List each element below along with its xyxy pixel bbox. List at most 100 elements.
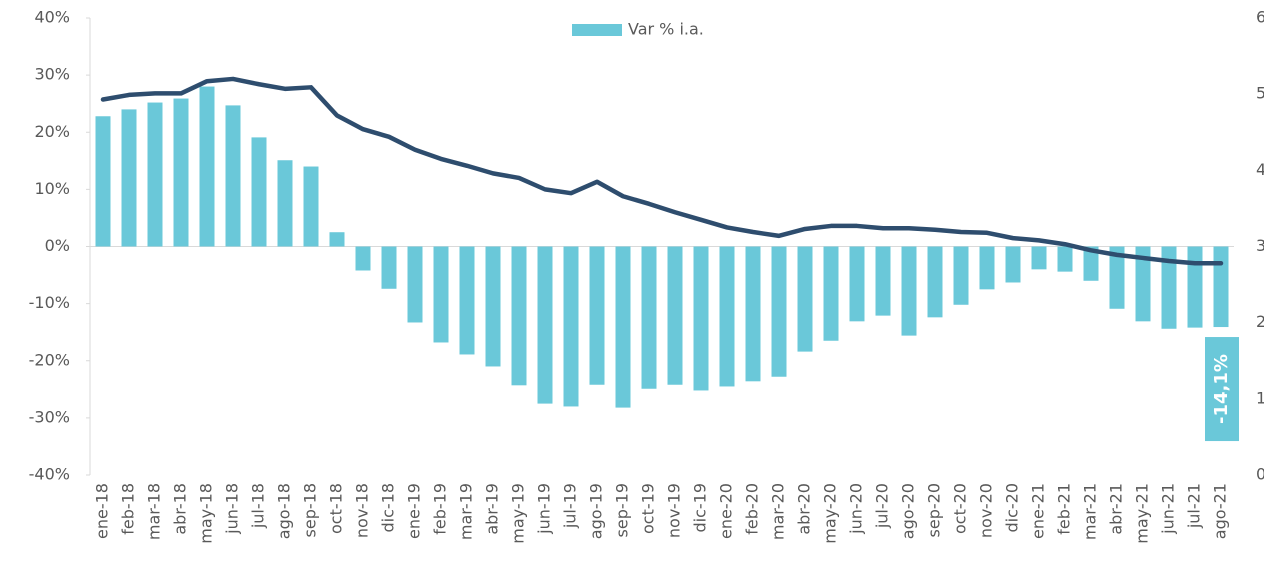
x-tick-label: jun-20 [847, 483, 866, 535]
bar [147, 102, 163, 247]
y2-tick-label: 3 [1256, 236, 1264, 255]
bar [927, 246, 943, 318]
x-tick-label: sep-18 [301, 483, 320, 537]
y-tick-label: 0% [45, 236, 70, 255]
bar [849, 246, 865, 322]
x-tick-label: abr-21 [1107, 483, 1126, 535]
x-tick-label: abr-18 [171, 483, 190, 535]
y2-tick-label: 6 [1256, 8, 1264, 27]
bar [693, 246, 709, 391]
x-tick-label: ene-20 [717, 483, 736, 539]
x-tick-label: dic-18 [379, 483, 398, 533]
bar [407, 246, 423, 323]
x-tick-label: jun-18 [223, 483, 242, 535]
x-tick-label: dic-19 [691, 483, 710, 533]
x-tick-label: abr-20 [795, 483, 814, 535]
bar [979, 246, 995, 290]
legend-label: Var % i.a. [628, 20, 704, 39]
y-tick-label: -30% [29, 407, 70, 426]
bar [381, 246, 397, 289]
x-tick-label: may-19 [509, 483, 528, 544]
bar [1005, 246, 1021, 283]
bar [901, 246, 917, 336]
x-tick-label: feb-20 [743, 483, 762, 535]
bar [303, 166, 319, 247]
bar [121, 109, 137, 247]
x-tick-label: dic-20 [1003, 483, 1022, 533]
bar [225, 105, 241, 247]
bar [329, 232, 345, 247]
bar [95, 116, 111, 247]
x-tick-label: ago-21 [1211, 483, 1230, 539]
bar [459, 246, 475, 355]
bar [173, 98, 189, 247]
bar [1057, 246, 1073, 272]
bar [251, 137, 267, 247]
bar [953, 246, 969, 305]
y-tick-label: 10% [34, 179, 70, 198]
y-tick-label: 20% [34, 122, 70, 141]
bar [615, 246, 631, 408]
y-tick-label: 40% [34, 8, 70, 27]
bar [433, 246, 449, 343]
y2-tick-label: 5 [1256, 84, 1264, 103]
y2-tick-label: 1 [1256, 388, 1264, 407]
x-tick-label: ago-20 [899, 483, 918, 539]
bar [277, 160, 293, 247]
bar [1083, 246, 1099, 281]
bar [771, 246, 787, 377]
legend-swatch [572, 24, 622, 36]
y-tick-label: -40% [29, 465, 70, 484]
value-label-box [1205, 337, 1239, 442]
y2-tick-label: 2 [1256, 312, 1264, 331]
x-tick-label: sep-20 [925, 483, 944, 537]
bar [485, 246, 501, 367]
y-tick-label: -10% [29, 293, 70, 312]
x-tick-label: jun-19 [535, 483, 554, 535]
x-tick-label: mar-19 [457, 483, 476, 540]
x-tick-label: jun-21 [1159, 483, 1178, 535]
bar [199, 86, 215, 247]
bar [1213, 246, 1229, 328]
bar [1161, 246, 1177, 329]
x-tick-label: abr-19 [483, 483, 502, 535]
bar [797, 246, 813, 352]
x-tick-label: jul-19 [561, 483, 580, 529]
x-tick-label: ene-21 [1029, 483, 1048, 539]
y2-tick-label: 0 [1256, 465, 1264, 484]
bar [1187, 246, 1203, 328]
x-tick-label: mar-21 [1081, 483, 1100, 540]
x-tick-label: jul-18 [249, 483, 268, 529]
bar [589, 246, 605, 385]
x-tick-label: nov-19 [665, 483, 684, 538]
bar [667, 246, 683, 385]
x-tick-label: mar-18 [145, 483, 164, 540]
bar [745, 246, 761, 382]
x-tick-label: ago-18 [275, 483, 294, 539]
x-tick-label: oct-18 [327, 483, 346, 534]
x-tick-label: ene-18 [93, 483, 112, 539]
bar [875, 246, 891, 316]
x-tick-label: feb-18 [119, 483, 138, 535]
bar [719, 246, 735, 387]
bar [823, 246, 839, 341]
value-label: -14,1% [1211, 354, 1232, 424]
y-tick-label: 30% [34, 65, 70, 84]
bar [1109, 246, 1125, 309]
bar [511, 246, 527, 386]
x-tick-label: nov-20 [977, 483, 996, 538]
x-tick-label: oct-19 [639, 483, 658, 534]
x-tick-label: oct-20 [951, 483, 970, 534]
x-tick-label: may-20 [821, 483, 840, 544]
bar [1135, 246, 1151, 322]
x-tick-label: mar-20 [769, 483, 788, 540]
x-tick-label: jul-21 [1185, 483, 1204, 529]
x-tick-label: may-21 [1133, 483, 1152, 544]
bar [537, 246, 553, 404]
bar [1031, 246, 1047, 270]
x-tick-label: may-18 [197, 483, 216, 544]
bar [355, 246, 371, 271]
bar [563, 246, 579, 407]
x-tick-label: ago-19 [587, 483, 606, 539]
